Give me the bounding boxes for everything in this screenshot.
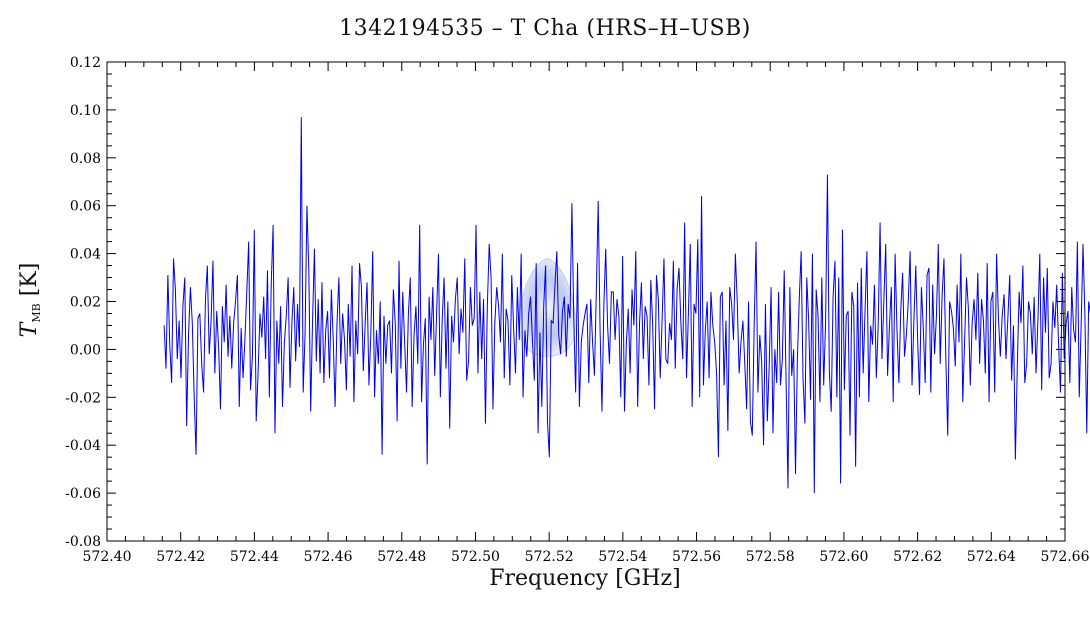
y-tick-label: 0.08: [70, 151, 101, 167]
x-tick-label: 572.40: [83, 549, 132, 565]
x-tick-label: 572.50: [451, 549, 500, 565]
x-tick-label: 572.60: [819, 549, 868, 565]
x-tick-label: 572.46: [304, 549, 353, 565]
axis-ticks: 572.40 572.42 572.44 572.46 572.48 572.50 572.…: [65, 55, 1089, 565]
y-axis-unit: [K]: [17, 262, 42, 297]
x-tick-label: 572.42: [156, 549, 205, 565]
y-tick-label: 0.12: [70, 55, 101, 71]
y-tick-label: 0.04: [70, 247, 101, 263]
series-group: [163, 117, 1090, 494]
x-tick-label: 572.64: [967, 549, 1016, 565]
y-axis-label: TMB [K]: [17, 263, 43, 338]
series-line-0: [163, 117, 1090, 494]
y-tick-label: -0.04: [65, 438, 101, 454]
y-tick-label: 0.10: [70, 103, 101, 119]
x-tick-label: 572.58: [746, 549, 795, 565]
x-tick-label: 572.56: [672, 549, 721, 565]
y-axis-subscript: MB: [30, 303, 43, 323]
y-tick-label: -0.06: [65, 486, 101, 502]
x-tick-label: 572.54: [598, 549, 647, 565]
x-axis-label: Frequency [GHz]: [489, 566, 681, 591]
x-tick-label: 572.52: [525, 549, 574, 565]
x-tick-label: 572.48: [377, 549, 426, 565]
x-tick-label: 572.44: [230, 549, 279, 565]
y-tick-label: 0.02: [70, 295, 101, 311]
y-tick-label: -0.02: [65, 390, 101, 406]
x-tick-label: 572.66: [1041, 549, 1090, 565]
chart-title: 1342194535 – T Cha (HRS–H–USB): [339, 16, 751, 41]
y-axis-symbol: T: [17, 322, 42, 338]
x-tick-label: 572.62: [893, 549, 942, 565]
y-tick-label: 0.06: [70, 199, 101, 215]
y-tick-label: 0.00: [70, 342, 101, 358]
y-tick-label: -0.08: [65, 534, 101, 550]
